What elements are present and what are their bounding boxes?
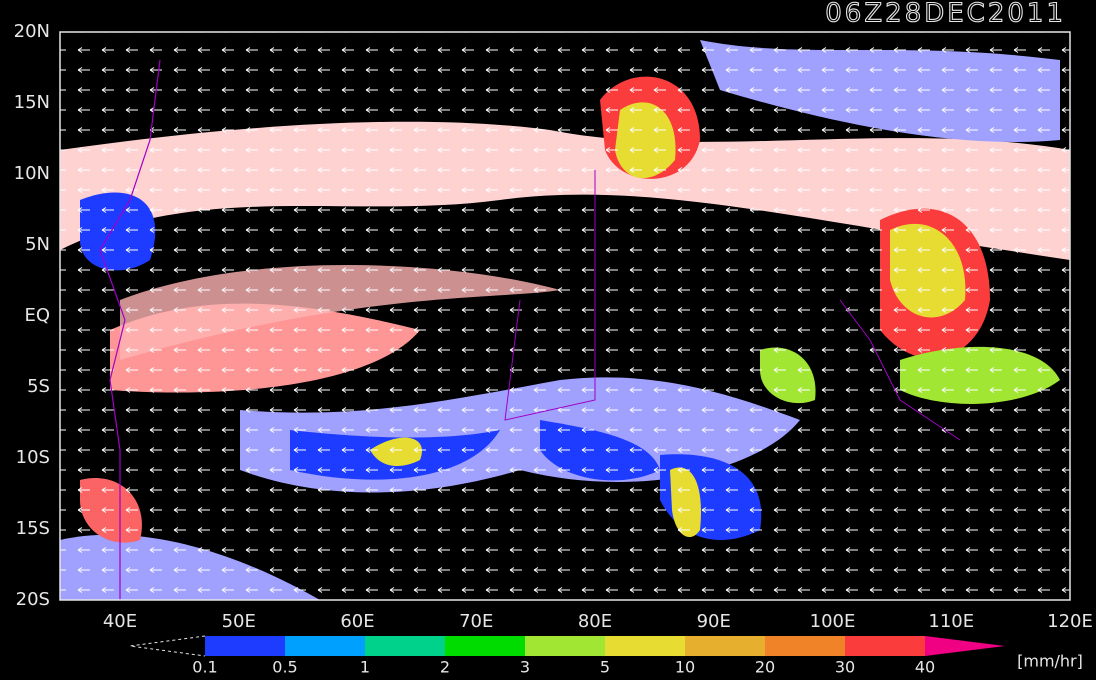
lat-label: 15N — [14, 92, 50, 113]
map-frame — [59, 31, 1071, 601]
map-field — [60, 32, 1070, 600]
colorbar-swatch — [845, 636, 925, 656]
lat-label: 10N — [14, 163, 50, 184]
colorbar-low-arrow — [129, 635, 206, 657]
lat-label: 10S — [16, 447, 50, 468]
lon-label: 40E — [103, 611, 137, 632]
lat-label: 5N — [25, 234, 50, 255]
colorbar-label: 1 — [360, 658, 370, 677]
lon-label: 70E — [459, 611, 493, 632]
colorbar-swatch — [765, 636, 845, 656]
colorbar-swatch — [365, 636, 445, 656]
lon-label: 120E — [1047, 611, 1093, 632]
lat-label: 20N — [14, 21, 50, 42]
lon-label: 80E — [578, 611, 612, 632]
lon-label: 50E — [222, 611, 256, 632]
colorbar-high-arrow — [925, 636, 1005, 656]
colorbar-swatch — [445, 636, 525, 656]
lon-label: 60E — [340, 611, 374, 632]
colorbar-label: 2 — [440, 658, 450, 677]
colorbar-label: 0.1 — [192, 658, 217, 677]
lon-label: 110E — [928, 611, 974, 632]
colorbar-swatch — [685, 636, 765, 656]
lat-label: 20S — [16, 589, 50, 610]
colorbar-swatch — [285, 636, 365, 656]
colorbar-label: 40 — [915, 658, 935, 677]
lon-label: 100E — [810, 611, 856, 632]
colorbar-swatch — [605, 636, 685, 656]
lat-label: EQ — [24, 305, 50, 326]
colorbar-label: 5 — [600, 658, 610, 677]
lat-label: 5S — [27, 376, 50, 397]
colorbar-swatch — [525, 636, 605, 656]
colorbar-label: 0.5 — [272, 658, 297, 677]
colorbar-label: 20 — [755, 658, 775, 677]
colorbar-label: 3 — [520, 658, 530, 677]
lon-label: 90E — [697, 611, 731, 632]
colorbar-unit: [mm/hr] — [1017, 652, 1083, 671]
colorbar-swatch — [205, 636, 285, 656]
lat-label: 15S — [16, 518, 50, 539]
colorbar-label: 30 — [835, 658, 855, 677]
colorbar-label: 10 — [675, 658, 695, 677]
map-title: 06Z28DEC2011 — [825, 0, 1066, 29]
